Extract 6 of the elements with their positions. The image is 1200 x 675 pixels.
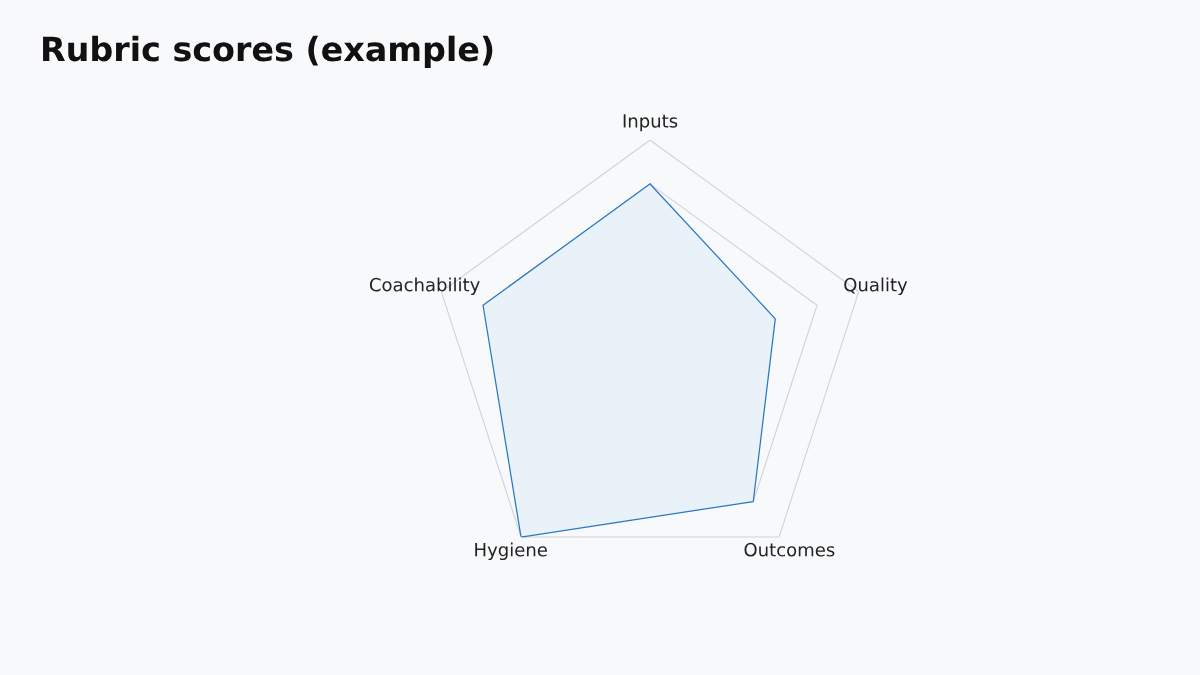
chart-title: Rubric scores (example) bbox=[43, 35, 493, 68]
spoke-label: Hygiene bbox=[475, 542, 547, 561]
spoke-label: Inputs bbox=[623, 114, 678, 132]
spoke-label: Quality bbox=[844, 277, 908, 295]
spoke-label: Outcomes bbox=[744, 542, 835, 557]
spoke-label: Coachability bbox=[369, 277, 480, 295]
